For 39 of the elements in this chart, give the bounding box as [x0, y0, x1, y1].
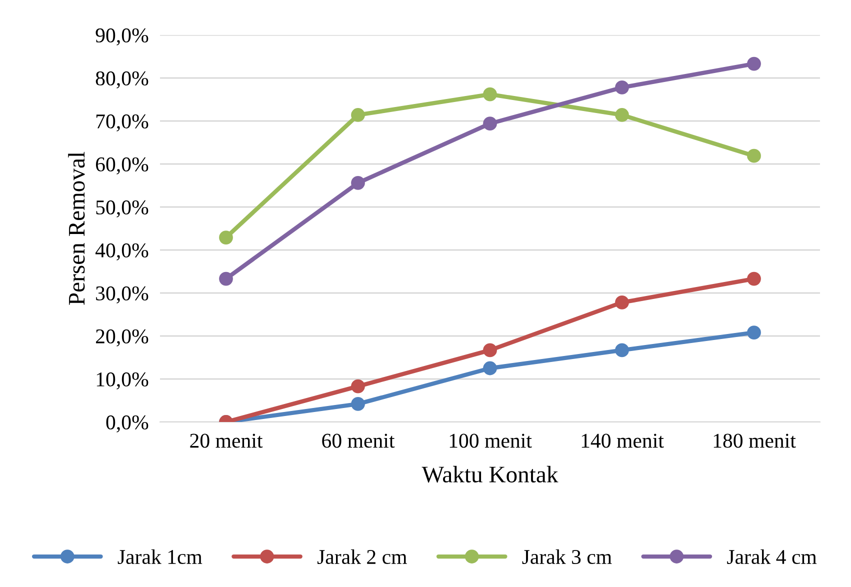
point: [483, 116, 497, 131]
point: [747, 326, 761, 340]
legend-label: Jarak 2 cm: [317, 549, 407, 564]
point: [351, 379, 365, 394]
y-tick-label: 90,0%: [96, 28, 148, 46]
x-tick-label: 140 menit: [582, 434, 664, 448]
x-axis-title: Waktu Kontak: [422, 466, 558, 483]
y-tick-label: 60,0%: [96, 157, 148, 174]
point: [351, 396, 365, 411]
point: [615, 108, 629, 122]
point: [747, 56, 761, 71]
point: [351, 176, 365, 190]
point: [483, 343, 497, 358]
y-tick-label: 20,0%: [96, 329, 148, 346]
legend-label: Jarak 1cm: [118, 549, 202, 564]
point: [483, 361, 497, 376]
legend-label: Jarak 3 cm: [522, 549, 612, 564]
point: [747, 148, 761, 163]
point: [615, 296, 629, 310]
x-tick-label: 60 menit: [322, 434, 395, 448]
x-tick-label: 100 menit: [450, 434, 532, 448]
y-tick-label: 50,0%: [96, 200, 148, 218]
y-axis-title: Persen Removal: [68, 152, 85, 305]
y-tick-label: 40,0%: [95, 243, 148, 260]
x-tick-label: 20 menit: [190, 434, 263, 448]
point: [483, 87, 497, 102]
y-tick-label: 80,0%: [96, 71, 148, 88]
point: [747, 272, 761, 286]
point: [615, 80, 629, 94]
point: [351, 108, 365, 122]
x-tick-label: 180 menit: [714, 434, 796, 448]
y-tick-label: 30,0%: [96, 286, 148, 304]
legend-label: Jarak 4 cm: [727, 549, 817, 564]
y-tick-label: 70,0%: [96, 114, 148, 132]
point: [219, 272, 233, 286]
y-tick-label: 10,0%: [96, 372, 148, 390]
point: [219, 230, 233, 244]
y-tick-label: 0,0%: [106, 415, 148, 432]
point: [615, 343, 629, 358]
